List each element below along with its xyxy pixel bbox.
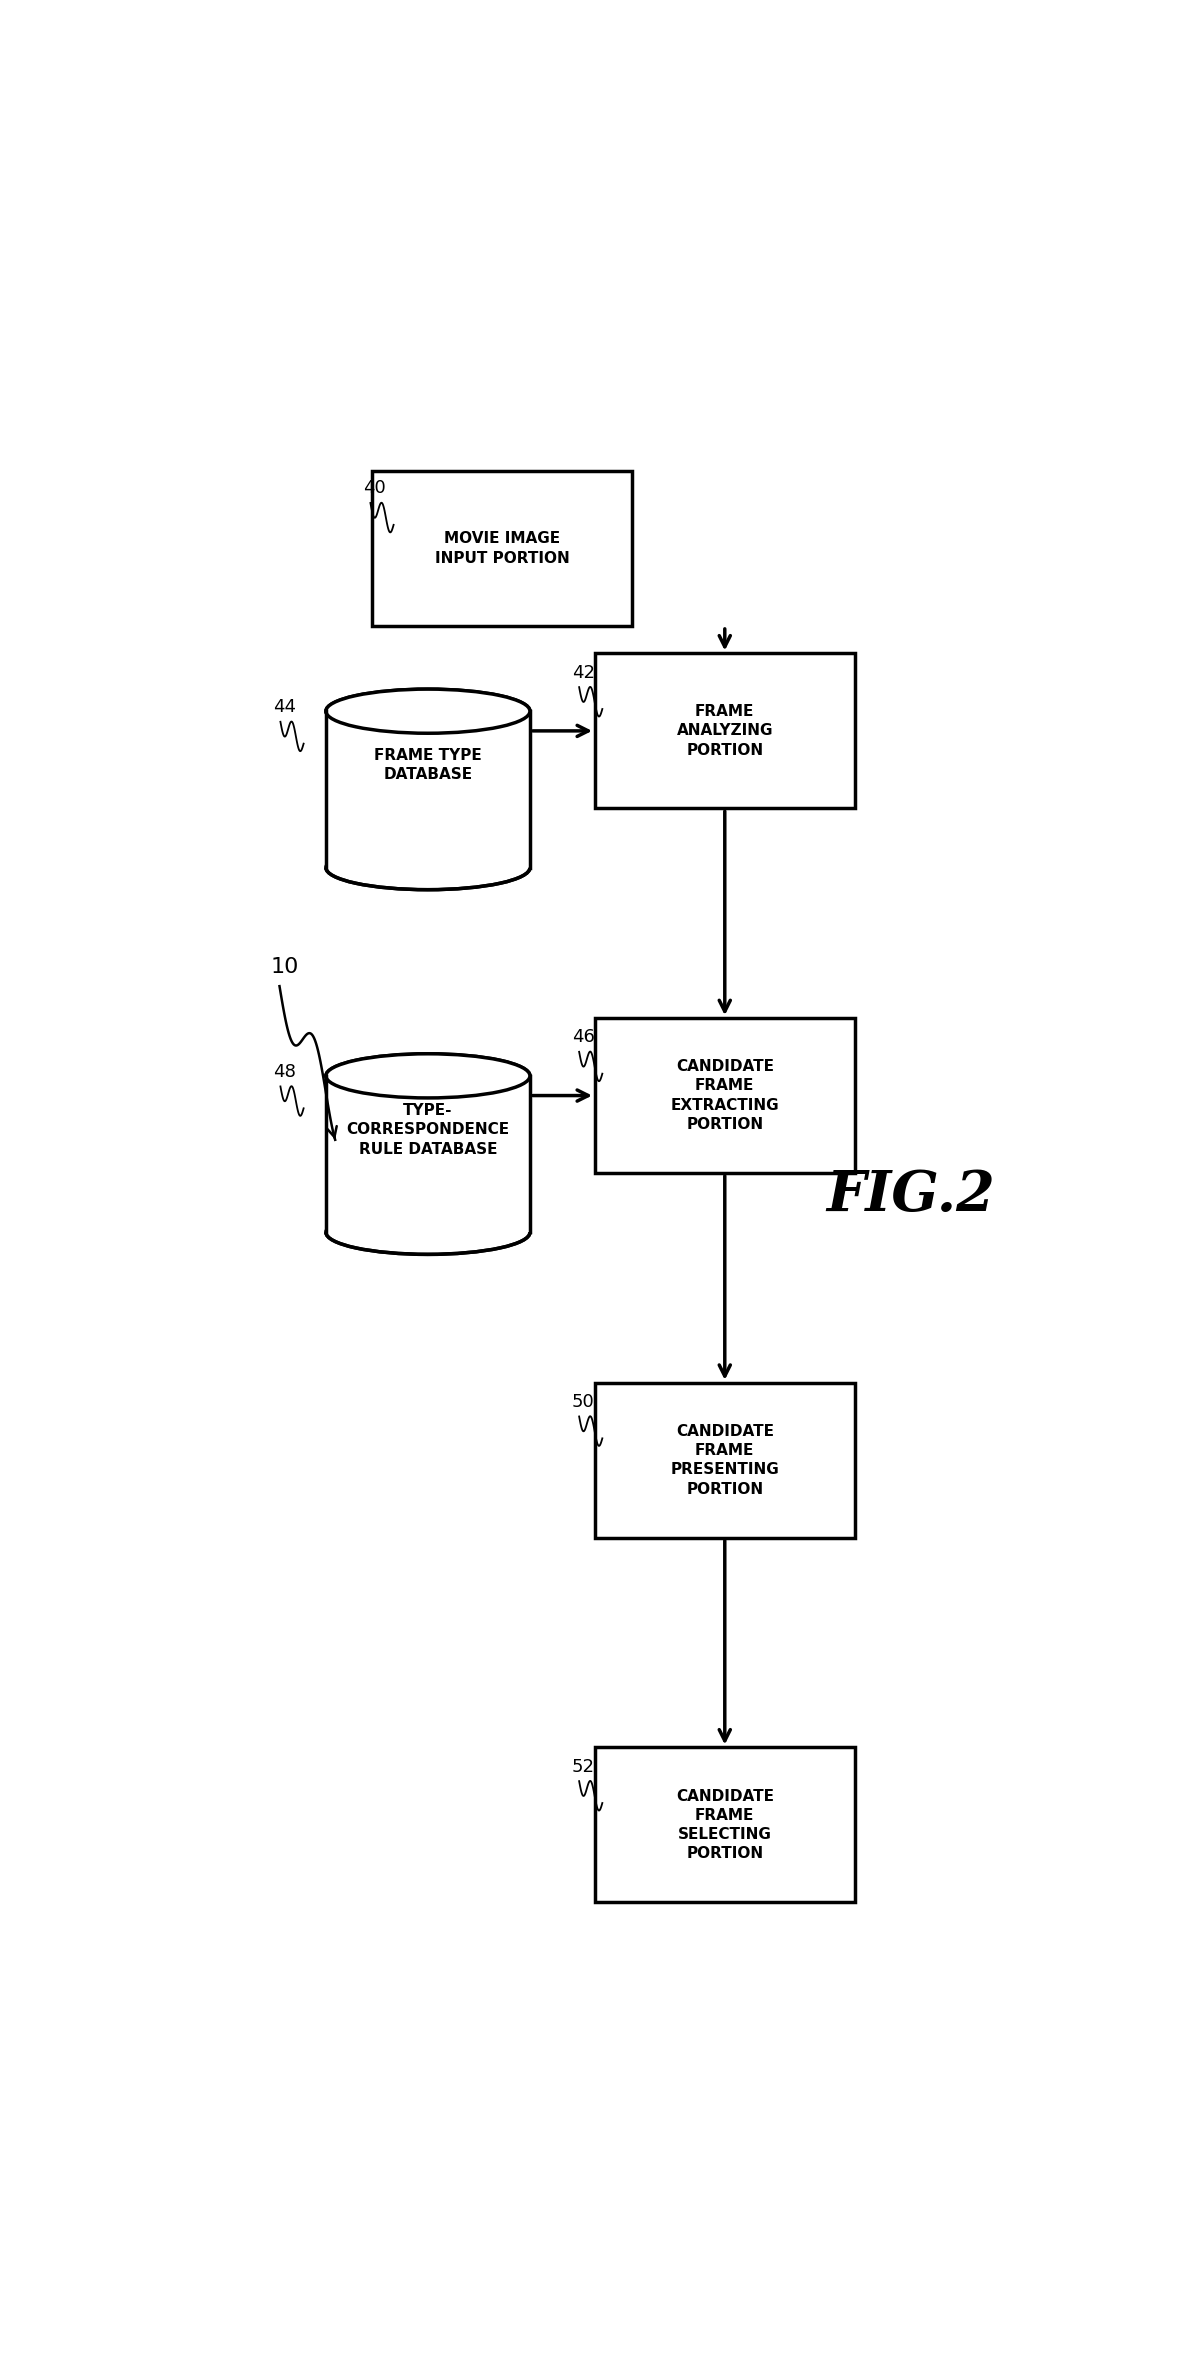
Bar	[595, 1748, 855, 1902]
Text: CANDIDATE
FRAME
EXTRACTING
PORTION: CANDIDATE FRAME EXTRACTING PORTION	[670, 1058, 779, 1132]
Text: 40: 40	[363, 478, 385, 497]
Text: CANDIDATE
FRAME
PRESENTING
PORTION: CANDIDATE FRAME PRESENTING PORTION	[670, 1423, 779, 1497]
Text: TYPE-
CORRESPONDENCE
RULE DATABASE: TYPE- CORRESPONDENCE RULE DATABASE	[346, 1103, 510, 1156]
Text: FRAME TYPE
DATABASE: FRAME TYPE DATABASE	[373, 748, 482, 781]
Text: 10: 10	[271, 957, 298, 978]
Ellipse shape	[326, 689, 530, 734]
Text: 48: 48	[273, 1063, 296, 1080]
Bar	[595, 1018, 855, 1172]
Ellipse shape	[326, 1210, 530, 1255]
Ellipse shape	[326, 689, 530, 734]
Text: CANDIDATE
FRAME
SELECTING
PORTION: CANDIDATE FRAME SELECTING PORTION	[676, 1788, 773, 1861]
Bar	[326, 710, 530, 867]
Ellipse shape	[326, 1054, 530, 1099]
Text: MOVIE IMAGE
INPUT PORTION: MOVIE IMAGE INPUT PORTION	[435, 530, 570, 566]
Ellipse shape	[326, 845, 530, 890]
Text: 46: 46	[572, 1028, 595, 1047]
Text: 42: 42	[572, 663, 595, 682]
Bar	[372, 471, 632, 625]
Text: FIG.2: FIG.2	[826, 1167, 995, 1224]
Bar	[326, 1075, 530, 1231]
Text: FRAME
ANALYZING
PORTION: FRAME ANALYZING PORTION	[676, 703, 773, 758]
Text: 44: 44	[273, 699, 296, 715]
Text: 50: 50	[572, 1392, 595, 1411]
Ellipse shape	[326, 1054, 530, 1099]
Bar	[595, 1383, 855, 1537]
Text: 52: 52	[572, 1757, 595, 1776]
Bar	[595, 654, 855, 807]
